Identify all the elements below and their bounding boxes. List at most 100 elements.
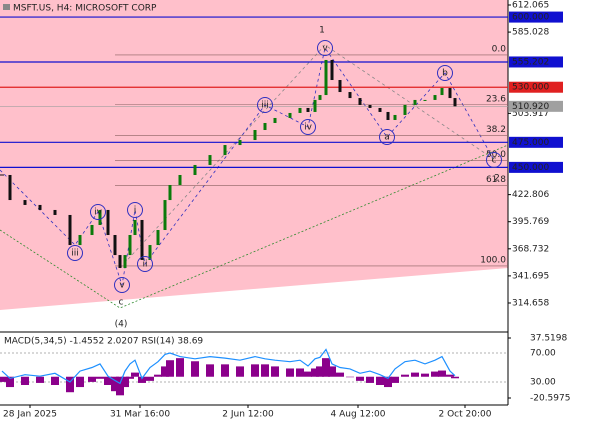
fib-label: 23.6: [486, 94, 506, 104]
wave-label: 2: [494, 174, 500, 184]
wave-label: 1: [319, 26, 325, 36]
wave-label: iii: [261, 101, 269, 111]
macd-bar: [96, 376, 104, 379]
wave-circle: [437, 65, 453, 81]
candle: [306, 107, 310, 112]
wave-circle: [300, 119, 316, 135]
candle: [68, 214, 72, 246]
y-tick-label: 612.065: [512, 0, 549, 10]
fib-label: 61.8: [486, 175, 506, 185]
price-box: [509, 100, 563, 112]
wave-label: v: [322, 44, 328, 54]
x-tick-label: 28 Jan 2025: [3, 410, 57, 420]
y-tick-label: 368.732: [512, 244, 549, 254]
candle: [8, 174, 12, 201]
price-box: [509, 161, 563, 173]
price-box-label: 450.000: [512, 163, 549, 173]
price-box: [509, 136, 563, 148]
candle: [298, 107, 302, 113]
fib-label: 100.0: [480, 255, 506, 265]
macd-bar: [191, 361, 199, 377]
rsi-line: [1, 348, 456, 385]
macd-bar: [104, 376, 112, 385]
wave-line: [119, 44, 496, 269]
candle: [156, 230, 160, 246]
fib-label: 0.0: [492, 44, 507, 54]
y-tick-label: 585.028: [512, 28, 549, 38]
macd-bar: [311, 368, 319, 377]
fib-label: 50.0: [486, 150, 506, 160]
candle: [90, 224, 94, 236]
y2-tick-label: 30.00: [530, 377, 556, 387]
candle: [253, 130, 257, 141]
wave-label: ii: [142, 260, 147, 270]
macd-bar: [88, 376, 96, 382]
wave-label: (4): [115, 320, 128, 330]
candle: [440, 88, 444, 96]
icon: [3, 4, 10, 10]
wave-label: iv: [94, 208, 103, 218]
x-tick-label: 2 Jun 12:00: [222, 410, 274, 420]
candle: [113, 235, 117, 256]
x-tick-label: 31 Mar 16:00: [110, 410, 170, 420]
macd-bar: [161, 366, 169, 377]
macd-bar: [154, 374, 162, 377]
macd-bar: [138, 376, 146, 383]
wave-label: iv: [304, 123, 313, 133]
candle: [133, 219, 137, 236]
price-box: [509, 56, 563, 68]
candle: [324, 59, 328, 96]
macd-bar: [126, 376, 134, 379]
wave-label: c: [119, 298, 124, 308]
y-tick-label: 422.806: [512, 190, 549, 200]
y-tick-label: 37.5198: [530, 334, 567, 344]
candle: [403, 104, 407, 115]
wave-circle: [137, 256, 153, 272]
price-box-label: 530.000: [512, 83, 549, 93]
candle: [168, 185, 172, 201]
y-tick-label: 341.695: [512, 271, 549, 281]
macd-bar: [328, 366, 336, 377]
price-box-label: 510.920: [512, 102, 549, 112]
macd-bar: [176, 358, 184, 377]
candle: [393, 114, 397, 120]
macd-bar: [296, 368, 304, 377]
price-box-label: 555.202: [512, 57, 549, 67]
macd-bar: [166, 360, 174, 377]
wave-circle: [114, 277, 130, 293]
macd-bar: [146, 376, 154, 381]
macd-bar: [336, 372, 344, 377]
macd-bar: [0, 376, 6, 382]
macd-bar: [421, 373, 429, 377]
candle: [128, 235, 132, 256]
y-tick-label: 314.658: [512, 298, 549, 308]
candle: [423, 99, 427, 101]
macd-bar: [221, 364, 229, 377]
macd-bar: [236, 366, 244, 377]
candle: [330, 59, 334, 81]
candle: [348, 92, 352, 99]
wave-circle: [317, 40, 333, 56]
macd-bar: [356, 376, 364, 381]
price-box: [509, 11, 563, 23]
wave-label: a: [384, 133, 390, 143]
wave-circle: [257, 97, 273, 113]
candle: [386, 111, 390, 120]
candle: [118, 255, 122, 268]
candle: [148, 245, 152, 260]
wave-circle: [486, 152, 502, 168]
y-tick-label: -20.5975: [530, 394, 570, 404]
candle: [288, 112, 292, 118]
macd-bar: [116, 376, 124, 396]
macd-bar: [411, 372, 419, 377]
wave-circle: [379, 129, 395, 145]
macd-bar: [376, 376, 384, 385]
fib-label: 38.2: [486, 125, 506, 135]
macd-bar: [431, 371, 439, 377]
macd-bar: [316, 366, 324, 377]
wave-label: i: [134, 206, 137, 216]
candle: [123, 255, 127, 268]
macd-bar: [66, 376, 74, 393]
pink-zone: [0, 0, 508, 310]
